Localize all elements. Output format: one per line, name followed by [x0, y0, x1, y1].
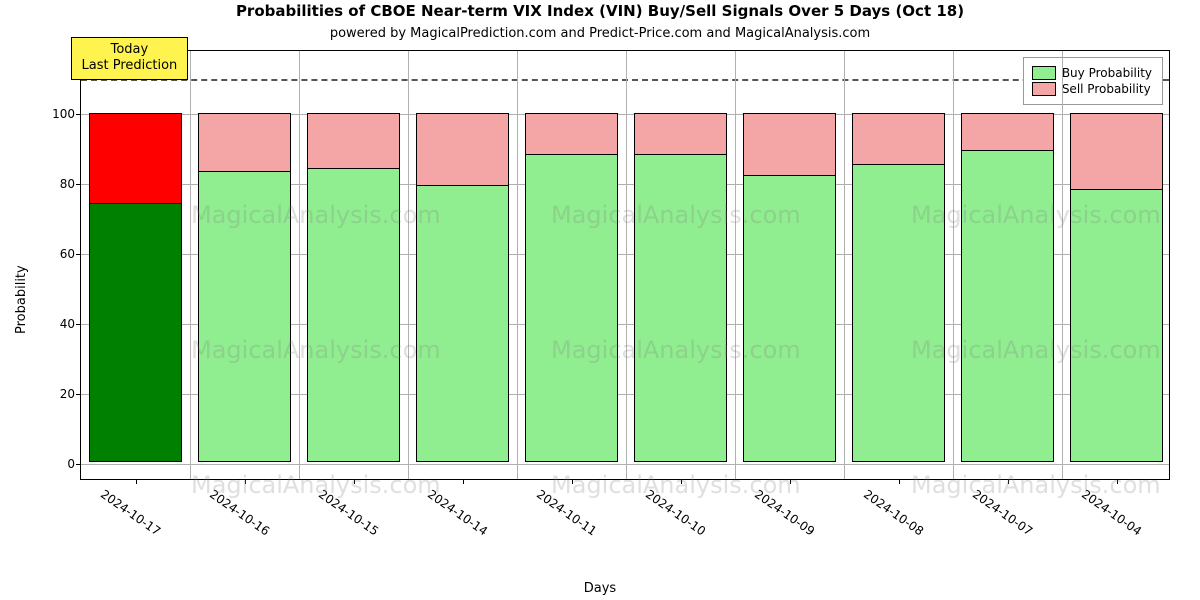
bar-buy — [743, 175, 836, 462]
x-tick-label: 2024-10-10 — [642, 487, 707, 538]
chart-container: Probabilities of CBOE Near-term VIX Inde… — [0, 0, 1200, 600]
x-gridline — [299, 51, 300, 479]
x-tick-mark — [245, 479, 246, 484]
x-gridline — [190, 51, 191, 479]
y-tick-mark — [76, 324, 81, 325]
y-axis-label: Probability — [14, 0, 29, 600]
y-tick-label: 100 — [52, 107, 75, 121]
legend-item: Buy Probability — [1032, 66, 1152, 80]
bar-buy — [634, 154, 727, 462]
x-axis-label: Days — [0, 581, 1200, 596]
y-gridline — [81, 464, 1169, 465]
x-tick-label: 2024-10-11 — [533, 487, 598, 538]
bar-buy — [525, 154, 618, 462]
bar-buy — [852, 164, 945, 461]
today-callout: Today Last Prediction — [71, 37, 189, 80]
watermark: MagicalAnalysis.com — [191, 471, 441, 499]
y-tick-mark — [76, 464, 81, 465]
x-tick-label: 2024-10-17 — [97, 487, 162, 538]
y-tick-label: 0 — [67, 457, 75, 471]
bar-buy — [198, 171, 291, 461]
reference-line — [81, 79, 1169, 81]
bar-sell — [961, 113, 1054, 151]
bar-buy — [89, 203, 182, 462]
watermark: MagicalAnalysis.com — [911, 471, 1161, 499]
y-tick-mark — [76, 394, 81, 395]
legend-label: Sell Probability — [1062, 82, 1151, 96]
x-tick-mark — [681, 479, 682, 484]
x-tick-mark — [136, 479, 137, 484]
y-tick-label: 40 — [60, 317, 75, 331]
y-tick-mark — [76, 184, 81, 185]
bar-sell — [634, 113, 727, 155]
x-tick-mark — [899, 479, 900, 484]
x-tick-mark — [1008, 479, 1009, 484]
legend: Buy Probability Sell Probability — [1023, 57, 1163, 105]
bar-buy — [416, 185, 509, 461]
x-tick-mark — [354, 479, 355, 484]
bar-sell — [852, 113, 945, 165]
x-tick-mark — [1117, 479, 1118, 484]
bar-sell — [743, 113, 836, 176]
bar-sell — [89, 113, 182, 204]
x-tick-label: 2024-10-08 — [860, 487, 925, 538]
x-tick-mark — [790, 479, 791, 484]
bar-sell — [307, 113, 400, 169]
legend-label: Buy Probability — [1062, 66, 1152, 80]
x-gridline — [735, 51, 736, 479]
x-gridline — [517, 51, 518, 479]
legend-swatch — [1032, 82, 1056, 96]
legend-item: Sell Probability — [1032, 82, 1152, 96]
legend-swatch — [1032, 66, 1056, 80]
bar-sell — [416, 113, 509, 186]
bar-sell — [198, 113, 291, 172]
bar-sell — [525, 113, 618, 155]
bar-buy — [1070, 189, 1163, 462]
y-tick-label: 20 — [60, 387, 75, 401]
x-gridline — [1062, 51, 1063, 479]
x-gridline — [844, 51, 845, 479]
y-tick-mark — [76, 114, 81, 115]
x-tick-label: 2024-10-14 — [424, 487, 489, 538]
y-tick-label: 60 — [60, 247, 75, 261]
x-gridline — [408, 51, 409, 479]
chart-title: Probabilities of CBOE Near-term VIX Inde… — [0, 2, 1200, 20]
x-tick-label: 2024-10-16 — [206, 487, 271, 538]
callout-line2: Last Prediction — [82, 58, 178, 73]
y-tick-mark — [76, 254, 81, 255]
x-tick-mark — [572, 479, 573, 484]
y-tick-label: 80 — [60, 177, 75, 191]
x-gridline — [626, 51, 627, 479]
x-gridline — [953, 51, 954, 479]
x-tick-label: 2024-10-07 — [969, 487, 1034, 538]
plot-area: Today Last Prediction Buy ProbabilitySel… — [80, 50, 1170, 480]
x-tick-label: 2024-10-15 — [315, 487, 380, 538]
x-tick-mark — [463, 479, 464, 484]
bar-sell — [1070, 113, 1163, 190]
x-tick-label: 2024-10-04 — [1078, 487, 1143, 538]
x-tick-label: 2024-10-09 — [751, 487, 816, 538]
bar-buy — [307, 168, 400, 462]
callout-line1: Today — [111, 42, 149, 57]
bar-buy — [961, 150, 1054, 461]
